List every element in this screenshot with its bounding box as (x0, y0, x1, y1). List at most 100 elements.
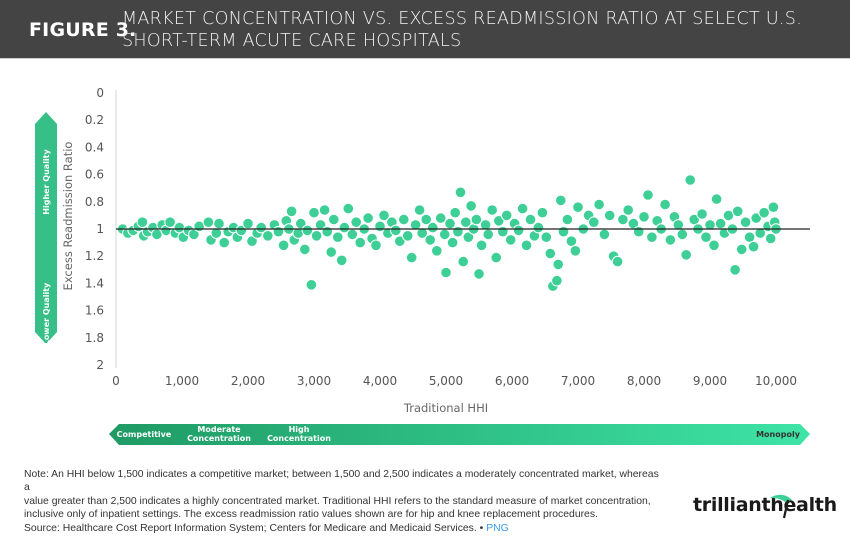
data-point (338, 221, 351, 234)
data-point (729, 264, 741, 276)
data-point (622, 204, 635, 216)
y-tick-label: 0.2 (85, 113, 104, 127)
y-tick-label: 0.4 (85, 140, 104, 154)
data-point (632, 225, 645, 238)
quality-arrow: Higher Quality Lower Quality (35, 112, 57, 345)
higher-quality-label: Higher Quality (42, 149, 51, 215)
data-point (552, 258, 565, 271)
band-label-competitive: Competitive (117, 430, 172, 439)
data-point (335, 254, 348, 267)
band-label-high-line2: Concentration (267, 434, 331, 443)
data-point (440, 266, 452, 279)
data-point (659, 198, 671, 211)
data-point (593, 198, 605, 211)
data-point (520, 239, 533, 252)
data-point (305, 279, 318, 291)
x-axis-title: Traditional HHI (403, 401, 488, 415)
data-point (470, 213, 483, 226)
data-point (555, 194, 567, 207)
data-point (409, 219, 422, 231)
data-point (342, 202, 355, 215)
y-tick-label: 1 (96, 222, 104, 236)
data-point (427, 221, 439, 234)
note-line-3: inclusive only of inpatient settings. Th… (24, 509, 598, 521)
y-tick-label: 1.6 (85, 304, 104, 318)
data-point (524, 213, 537, 226)
data-point (493, 215, 505, 227)
x-tick-label: 7,000 (561, 374, 595, 388)
y-tick-label: 0.6 (85, 168, 104, 182)
data-point (325, 246, 338, 258)
logo-text-left: trilliant (693, 494, 771, 516)
y-tick-label: 2 (96, 358, 104, 372)
logo-swoosh-icon (770, 494, 792, 519)
png-download-link[interactable]: PNG (486, 522, 509, 534)
data-point (561, 213, 574, 226)
y-tick-label: 0.8 (85, 195, 104, 209)
data-point (416, 227, 429, 239)
quality-arrow-shape (35, 112, 57, 344)
band-label-high-line1: High (289, 425, 310, 434)
figure-title: MARKET CONCENTRATION VS. EXCESS READMISS… (122, 8, 822, 52)
data-point (588, 216, 600, 228)
data-point (475, 239, 488, 252)
data-point (516, 202, 529, 215)
band-label-moderate-line1: Moderate (197, 425, 241, 434)
data-point (710, 193, 723, 205)
data-point (735, 243, 748, 256)
data-point (497, 225, 509, 238)
data-point (512, 224, 525, 237)
data-point (504, 234, 517, 246)
data-point (536, 206, 549, 219)
x-tick-label: 4,000 (363, 374, 397, 388)
data-point (462, 231, 475, 243)
data-point (473, 268, 485, 280)
data-point (739, 216, 752, 228)
band-label-monopoly: Monopoly (756, 430, 801, 439)
data-point (431, 245, 443, 257)
data-point (308, 206, 320, 219)
data-point (299, 243, 311, 256)
data-point (398, 213, 410, 226)
x-tick-labels: 0 1,000 2,000 3,000 4,000 5,000 6,000 7,000 8,00… (112, 374, 797, 388)
data-point (449, 206, 462, 219)
data-point (731, 205, 744, 218)
data-point (544, 247, 557, 260)
data-point (310, 230, 323, 242)
data-point (490, 251, 503, 264)
source-line: Source: Healthcare Cost Report Informati… (24, 522, 664, 535)
data-point (482, 228, 495, 241)
data-point (486, 204, 499, 216)
trilliant-health-logo: trillianthealth (693, 494, 837, 516)
data-point (262, 230, 274, 242)
data-point (617, 213, 629, 226)
x-tick-label: 3,000 (297, 374, 331, 388)
data-point (318, 204, 331, 216)
data-point (272, 225, 285, 238)
data-point (532, 221, 545, 234)
data-point (598, 228, 611, 241)
data-point (646, 231, 658, 243)
x-tick-label: 6,000 (495, 374, 529, 388)
data-point (460, 216, 472, 228)
data-point (446, 236, 459, 249)
data-point (378, 209, 390, 222)
x-tick-label: 2,000 (231, 374, 265, 388)
source-text: Source: Healthcare Cost Report Informati… (24, 522, 487, 534)
x-tick-label: 0 (112, 374, 120, 388)
data-point (413, 204, 426, 216)
y-tick-label: 1.2 (85, 249, 104, 263)
data-point (708, 239, 720, 252)
data-point (638, 211, 650, 223)
data-point (255, 221, 268, 234)
lower-quality-label: Lower Quality (42, 282, 51, 345)
y-tick-labels: 0 0.2 0.4 0.6 0.8 1 1.2 1.4 1.6 1.8 2 (85, 86, 104, 372)
data-point (328, 213, 340, 226)
data-point (444, 217, 456, 230)
data-point (684, 174, 697, 186)
data-point (434, 212, 447, 224)
data-point (390, 224, 402, 237)
data-point (676, 228, 689, 241)
concentration-band: Competitive Moderate Concentration High … (109, 424, 810, 445)
data-point (611, 255, 624, 268)
